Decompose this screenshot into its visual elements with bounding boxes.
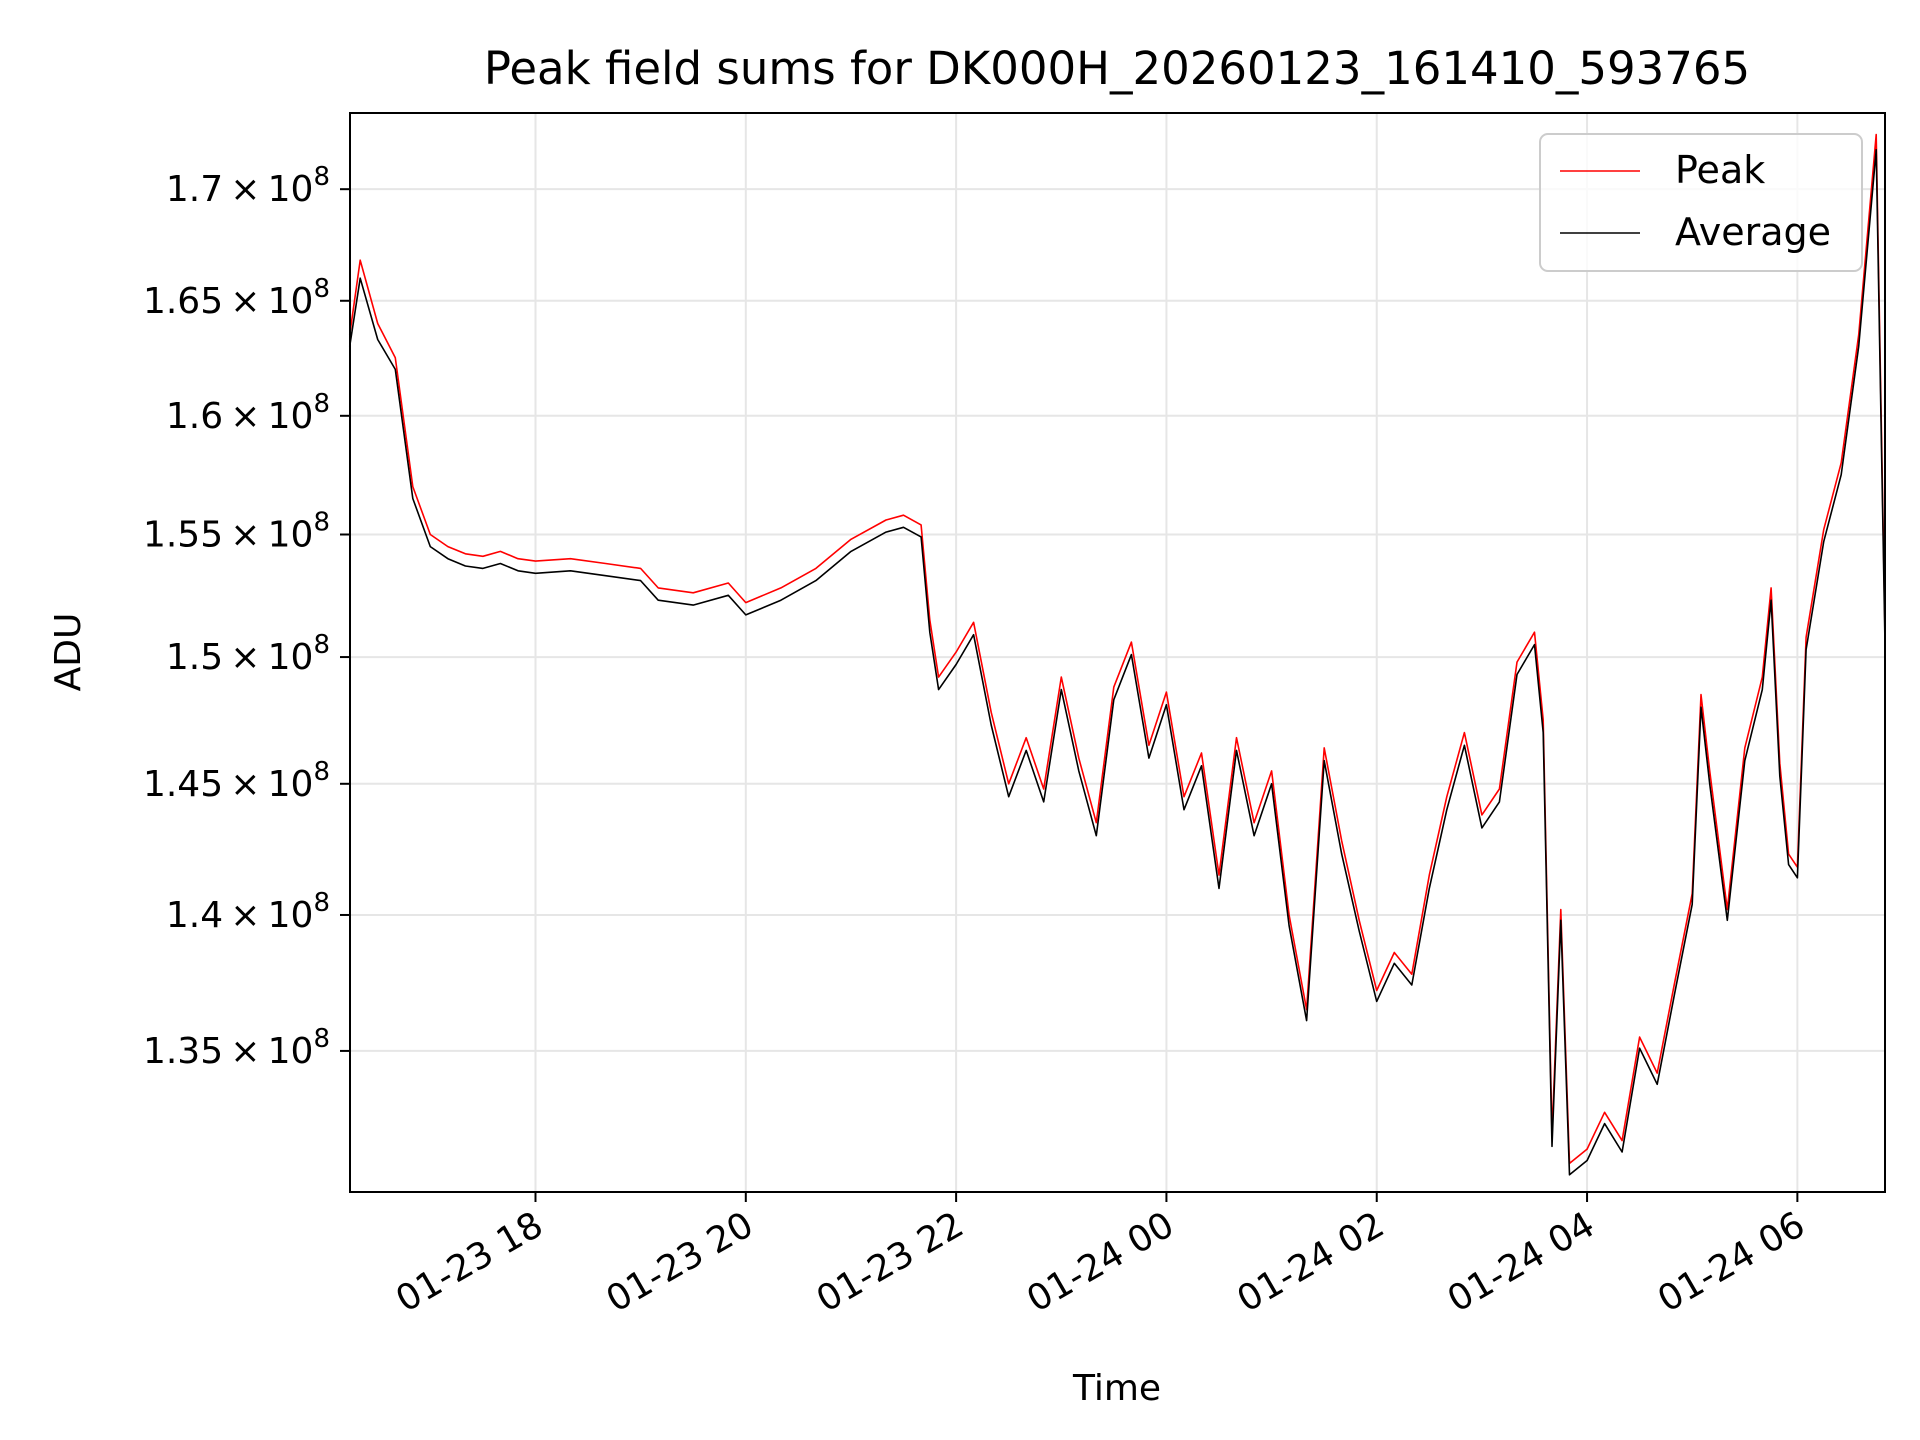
y-tick-label: 1.45 × 108 <box>143 757 330 805</box>
y-tick-label: 1.55 × 108 <box>143 507 330 555</box>
y-tick-label: 1.7 × 108 <box>166 162 330 210</box>
y-tick-label: 1.65 × 108 <box>143 274 330 322</box>
legend-label-peak: Peak <box>1675 148 1765 192</box>
y-tick-label: 1.5 × 108 <box>166 630 330 678</box>
series-line-average <box>348 149 1886 1176</box>
chart-title: Peak field sums for DK000H_20260123_1614… <box>484 42 1750 95</box>
legend: Peak Average <box>1539 133 1863 272</box>
legend-box <box>1539 133 1863 272</box>
y-tick-label: 1.35 × 108 <box>143 1024 330 1072</box>
y-tick-label: 1.4 × 108 <box>166 888 330 936</box>
plot-frame <box>349 112 1886 1193</box>
series-layer <box>348 133 1886 1176</box>
legend-label-average: Average <box>1675 210 1831 254</box>
y-axis-ticks: 1.35 × 108 1.4 × 108 1.45 × 108 1.5 × 108 1.… <box>143 162 350 1072</box>
x-axis-label: Time <box>1072 1368 1161 1409</box>
y-axis-label: ADU <box>48 613 89 692</box>
y-tick-label: 1.6 × 108 <box>166 389 330 437</box>
